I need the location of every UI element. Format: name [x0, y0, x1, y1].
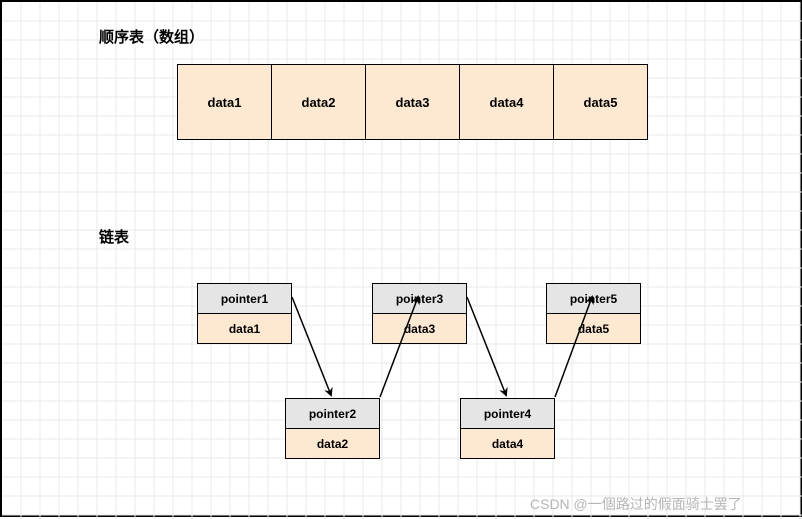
pointer-arrow [467, 297, 506, 395]
node-pointer: pointer5 [546, 283, 641, 314]
node-data: data4 [460, 428, 555, 459]
pointer-arrow [292, 297, 331, 395]
list-node: pointer5data5 [546, 283, 641, 344]
list-node: pointer2data2 [285, 398, 380, 459]
node-data: data5 [546, 313, 641, 344]
node-pointer: pointer4 [460, 398, 555, 429]
array-cell: data3 [365, 64, 460, 140]
array-cell: data2 [271, 64, 366, 140]
array-title: 顺序表（数组） [99, 26, 204, 47]
list-node: pointer4data4 [460, 398, 555, 459]
node-data: data1 [197, 313, 292, 344]
node-pointer: pointer3 [372, 283, 467, 314]
array-container: data1data2data3data4data5 [177, 64, 648, 140]
array-cell: data1 [177, 64, 272, 140]
array-cell: data5 [553, 64, 648, 140]
node-pointer: pointer1 [197, 283, 292, 314]
list-node: pointer3data3 [372, 283, 467, 344]
array-cell: data4 [459, 64, 554, 140]
linked-list-title: 链表 [99, 226, 129, 247]
diagram-canvas: 顺序表（数组） 链表 data1data2data3data4data5 poi… [0, 0, 802, 517]
node-pointer: pointer2 [285, 398, 380, 429]
node-data: data3 [372, 313, 467, 344]
list-node: pointer1data1 [197, 283, 292, 344]
watermark-text: CSDN @一個路过的假面骑士罢了 [530, 494, 742, 514]
node-data: data2 [285, 428, 380, 459]
